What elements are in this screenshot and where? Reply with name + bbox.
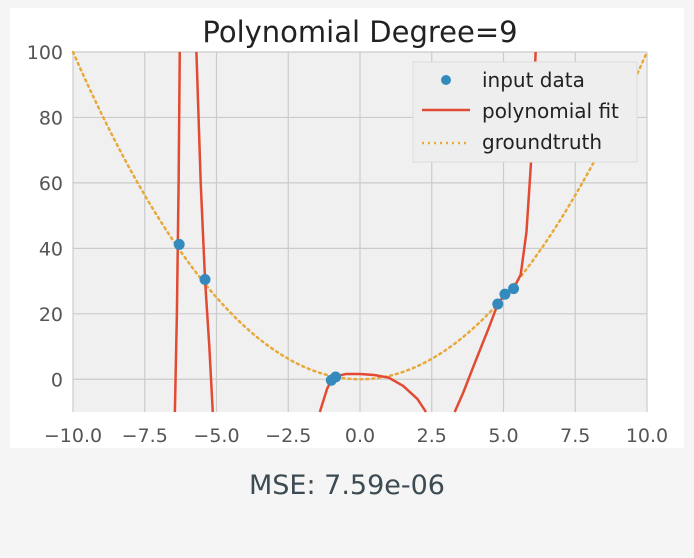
groundtruth-line [71,50,649,381]
legend: input data polynomial fit groundtruth [412,61,638,163]
input-data-point [508,283,520,295]
input-data-point [199,273,211,285]
plot-card: −10.0 −7.5 −5.0 −2.5 0.0 2.5 5.0 7.5 10.0 0 20 40 6… [10,8,684,448]
x-tick-label: 10.0 [626,425,668,447]
y-tick-label: 20 [39,304,63,326]
input-data-point [173,238,185,250]
x-tick-label: 7.5 [560,425,590,447]
legend-label-input-data: input data [482,68,585,92]
x-tick-label: −7.5 [122,425,168,447]
y-tick-label: 100 [27,42,63,64]
mse-caption: MSE: 7.59e-06 [248,470,445,501]
groundtruth-layer [71,50,649,381]
legend-label-groundtruth: groundtruth [482,130,602,154]
input-data-layer [173,238,520,386]
input-data-point [499,288,511,300]
x-tick-label: 5.0 [488,425,518,447]
chart-title: Polynomial Degree=9 [202,15,517,49]
x-tick-label: 2.5 [417,425,447,447]
x-tick-label: −10.0 [44,425,102,447]
y-tick-label: 40 [39,238,63,260]
legend-label-polynomial-fit: polynomial fit [482,99,619,123]
x-tick-label: −5.0 [193,425,239,447]
chart: −10.0 −7.5 −5.0 −2.5 0.0 2.5 5.0 7.5 10.0 0 20 40 6… [27,15,668,447]
x-tick-labels: −10.0 −7.5 −5.0 −2.5 0.0 2.5 5.0 7.5 10.0 [44,425,668,447]
legend-marker-input-data [441,75,451,85]
input-data-point [492,298,504,310]
input-data-point [330,371,342,383]
y-tick-label: 0 [51,369,63,391]
x-tick-label: −2.5 [265,425,311,447]
y-tick-labels: 0 20 40 60 80 100 [27,42,63,391]
y-tick-label: 80 [39,107,63,129]
y-tick-label: 60 [39,173,63,195]
x-tick-label: 0.0 [345,425,375,447]
